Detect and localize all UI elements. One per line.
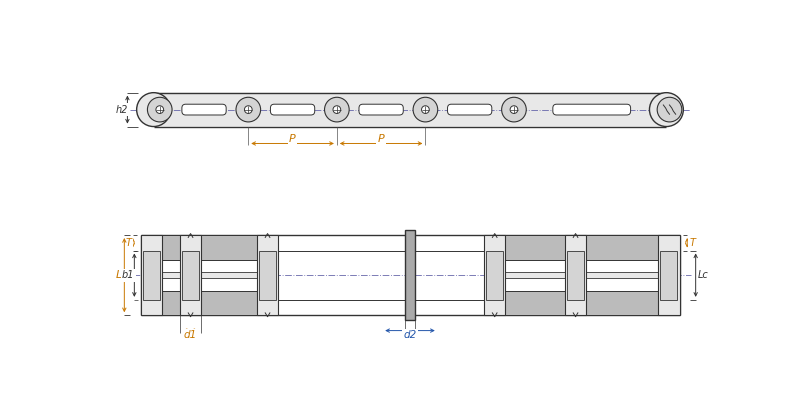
Bar bbox=[406, 230, 414, 320]
Circle shape bbox=[333, 106, 341, 114]
Bar bbox=[202, 272, 257, 278]
Bar bbox=[506, 272, 565, 278]
Circle shape bbox=[650, 93, 683, 126]
Bar bbox=[586, 235, 658, 260]
Bar bbox=[567, 250, 584, 300]
FancyBboxPatch shape bbox=[359, 104, 403, 115]
FancyBboxPatch shape bbox=[182, 104, 226, 115]
Bar bbox=[143, 250, 160, 300]
Bar bbox=[586, 272, 658, 278]
Wedge shape bbox=[137, 93, 154, 126]
FancyBboxPatch shape bbox=[553, 104, 630, 115]
Text: Lc: Lc bbox=[698, 270, 709, 280]
Circle shape bbox=[236, 97, 261, 122]
Text: P: P bbox=[378, 134, 385, 144]
Circle shape bbox=[147, 97, 172, 122]
Text: b1: b1 bbox=[122, 270, 134, 280]
Circle shape bbox=[325, 97, 349, 122]
Text: d1: d1 bbox=[184, 330, 197, 340]
Bar bbox=[257, 235, 278, 315]
FancyBboxPatch shape bbox=[447, 104, 492, 115]
Bar bbox=[162, 272, 180, 278]
Bar bbox=[506, 290, 565, 315]
Bar bbox=[182, 250, 199, 300]
Bar bbox=[259, 250, 276, 300]
Bar bbox=[162, 235, 180, 260]
Bar bbox=[565, 235, 586, 315]
Circle shape bbox=[137, 93, 170, 126]
Bar bbox=[484, 235, 506, 315]
Circle shape bbox=[156, 106, 164, 114]
Circle shape bbox=[657, 97, 682, 122]
Bar bbox=[660, 250, 677, 300]
Text: h2: h2 bbox=[116, 105, 128, 115]
Circle shape bbox=[245, 106, 252, 114]
Bar bbox=[658, 235, 679, 315]
Circle shape bbox=[413, 97, 438, 122]
Bar bbox=[506, 235, 565, 260]
Circle shape bbox=[422, 106, 430, 114]
Circle shape bbox=[502, 97, 526, 122]
Bar bbox=[141, 235, 162, 315]
Text: L: L bbox=[116, 270, 122, 280]
Bar bbox=[486, 250, 503, 300]
Bar bbox=[202, 290, 257, 315]
Bar bbox=[162, 290, 180, 315]
Bar bbox=[586, 290, 658, 315]
Circle shape bbox=[510, 106, 518, 114]
Text: T: T bbox=[125, 238, 131, 248]
Text: P: P bbox=[290, 134, 296, 144]
Bar bbox=[202, 235, 257, 260]
Text: T: T bbox=[690, 238, 695, 248]
Text: d2: d2 bbox=[403, 330, 417, 340]
FancyBboxPatch shape bbox=[154, 93, 666, 126]
FancyBboxPatch shape bbox=[270, 104, 314, 115]
Wedge shape bbox=[666, 93, 683, 126]
Bar bbox=[180, 235, 202, 315]
